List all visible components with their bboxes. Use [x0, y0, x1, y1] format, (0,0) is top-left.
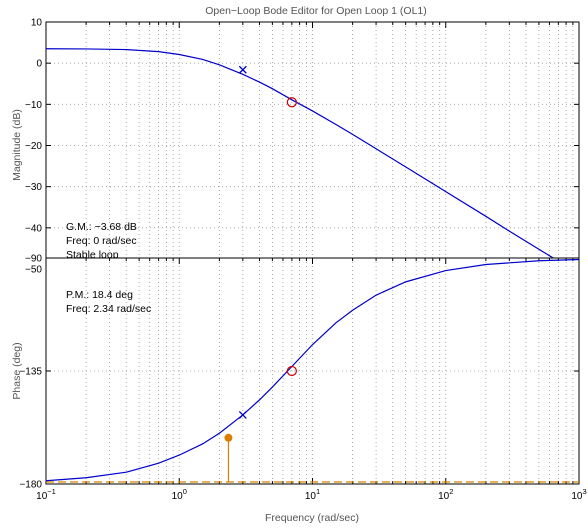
mag-pole-marker[interactable] — [238, 65, 247, 74]
gain-margin-text: G.M.: −3.68 dB — [66, 221, 137, 233]
mag-zero-marker[interactable] — [286, 97, 297, 108]
x-tick-labels: 10−1 100 101 102 103 — [36, 487, 586, 502]
mag-ytick-label: −40 — [25, 223, 42, 234]
x-tick-label: 100 — [172, 487, 187, 502]
mag-ytick-label: −50 — [25, 265, 42, 276]
x-tick-label: 102 — [438, 487, 453, 502]
x-tick-label: 101 — [305, 487, 320, 502]
mag-ytick-label: 0 — [36, 59, 42, 70]
mag-ytick-label: −10 — [25, 100, 42, 111]
mag-ytick-label: −30 — [25, 182, 42, 193]
phase-axis-label: Phase (deg) — [11, 342, 23, 399]
ph-ytick-label: −135 — [19, 367, 42, 378]
ph-pole-marker[interactable] — [238, 410, 247, 419]
magnitude-axes[interactable]: 10 0 −10 −20 −30 −40 −50 Magnitude (dB) G.M.: … — [11, 18, 580, 276]
ph-zero-marker[interactable] — [286, 365, 297, 377]
phase-markers[interactable] — [238, 365, 297, 419]
chart-title: Open−Loop Bode Editor for Open Loop 1 (O… — [205, 5, 427, 17]
phase-margin-text: P.M.: 18.4 deg — [66, 289, 133, 301]
phase-grid — [46, 258, 579, 484]
phase-margin-freq-text: Freq: 2.34 rad/sec — [66, 303, 151, 315]
ph-ytick-label: −180 — [19, 480, 42, 491]
mag-ytick-label: 10 — [31, 18, 43, 29]
ph-ytick-label: −90 — [25, 254, 42, 265]
magnitude-axis-label: Magnitude (dB) — [11, 109, 23, 181]
phase-margin-marker[interactable] — [224, 433, 233, 442]
magnitude-markers[interactable] — [238, 65, 297, 108]
x-tick-label: 103 — [571, 487, 586, 502]
x-axis-label: Frequency (rad/sec) — [265, 512, 359, 524]
phase-curve[interactable] — [45, 258, 580, 482]
mag-ytick-label: −20 — [25, 141, 42, 152]
gain-margin-freq-text: Freq: 0 rad/sec — [66, 235, 137, 247]
magnitude-grid — [46, 22, 579, 269]
magnitude-curve[interactable] — [45, 48, 559, 262]
phase-axes[interactable]: −90 −135 −180 Phase (deg) P.M.: 18.4 deg F… — [11, 254, 580, 491]
